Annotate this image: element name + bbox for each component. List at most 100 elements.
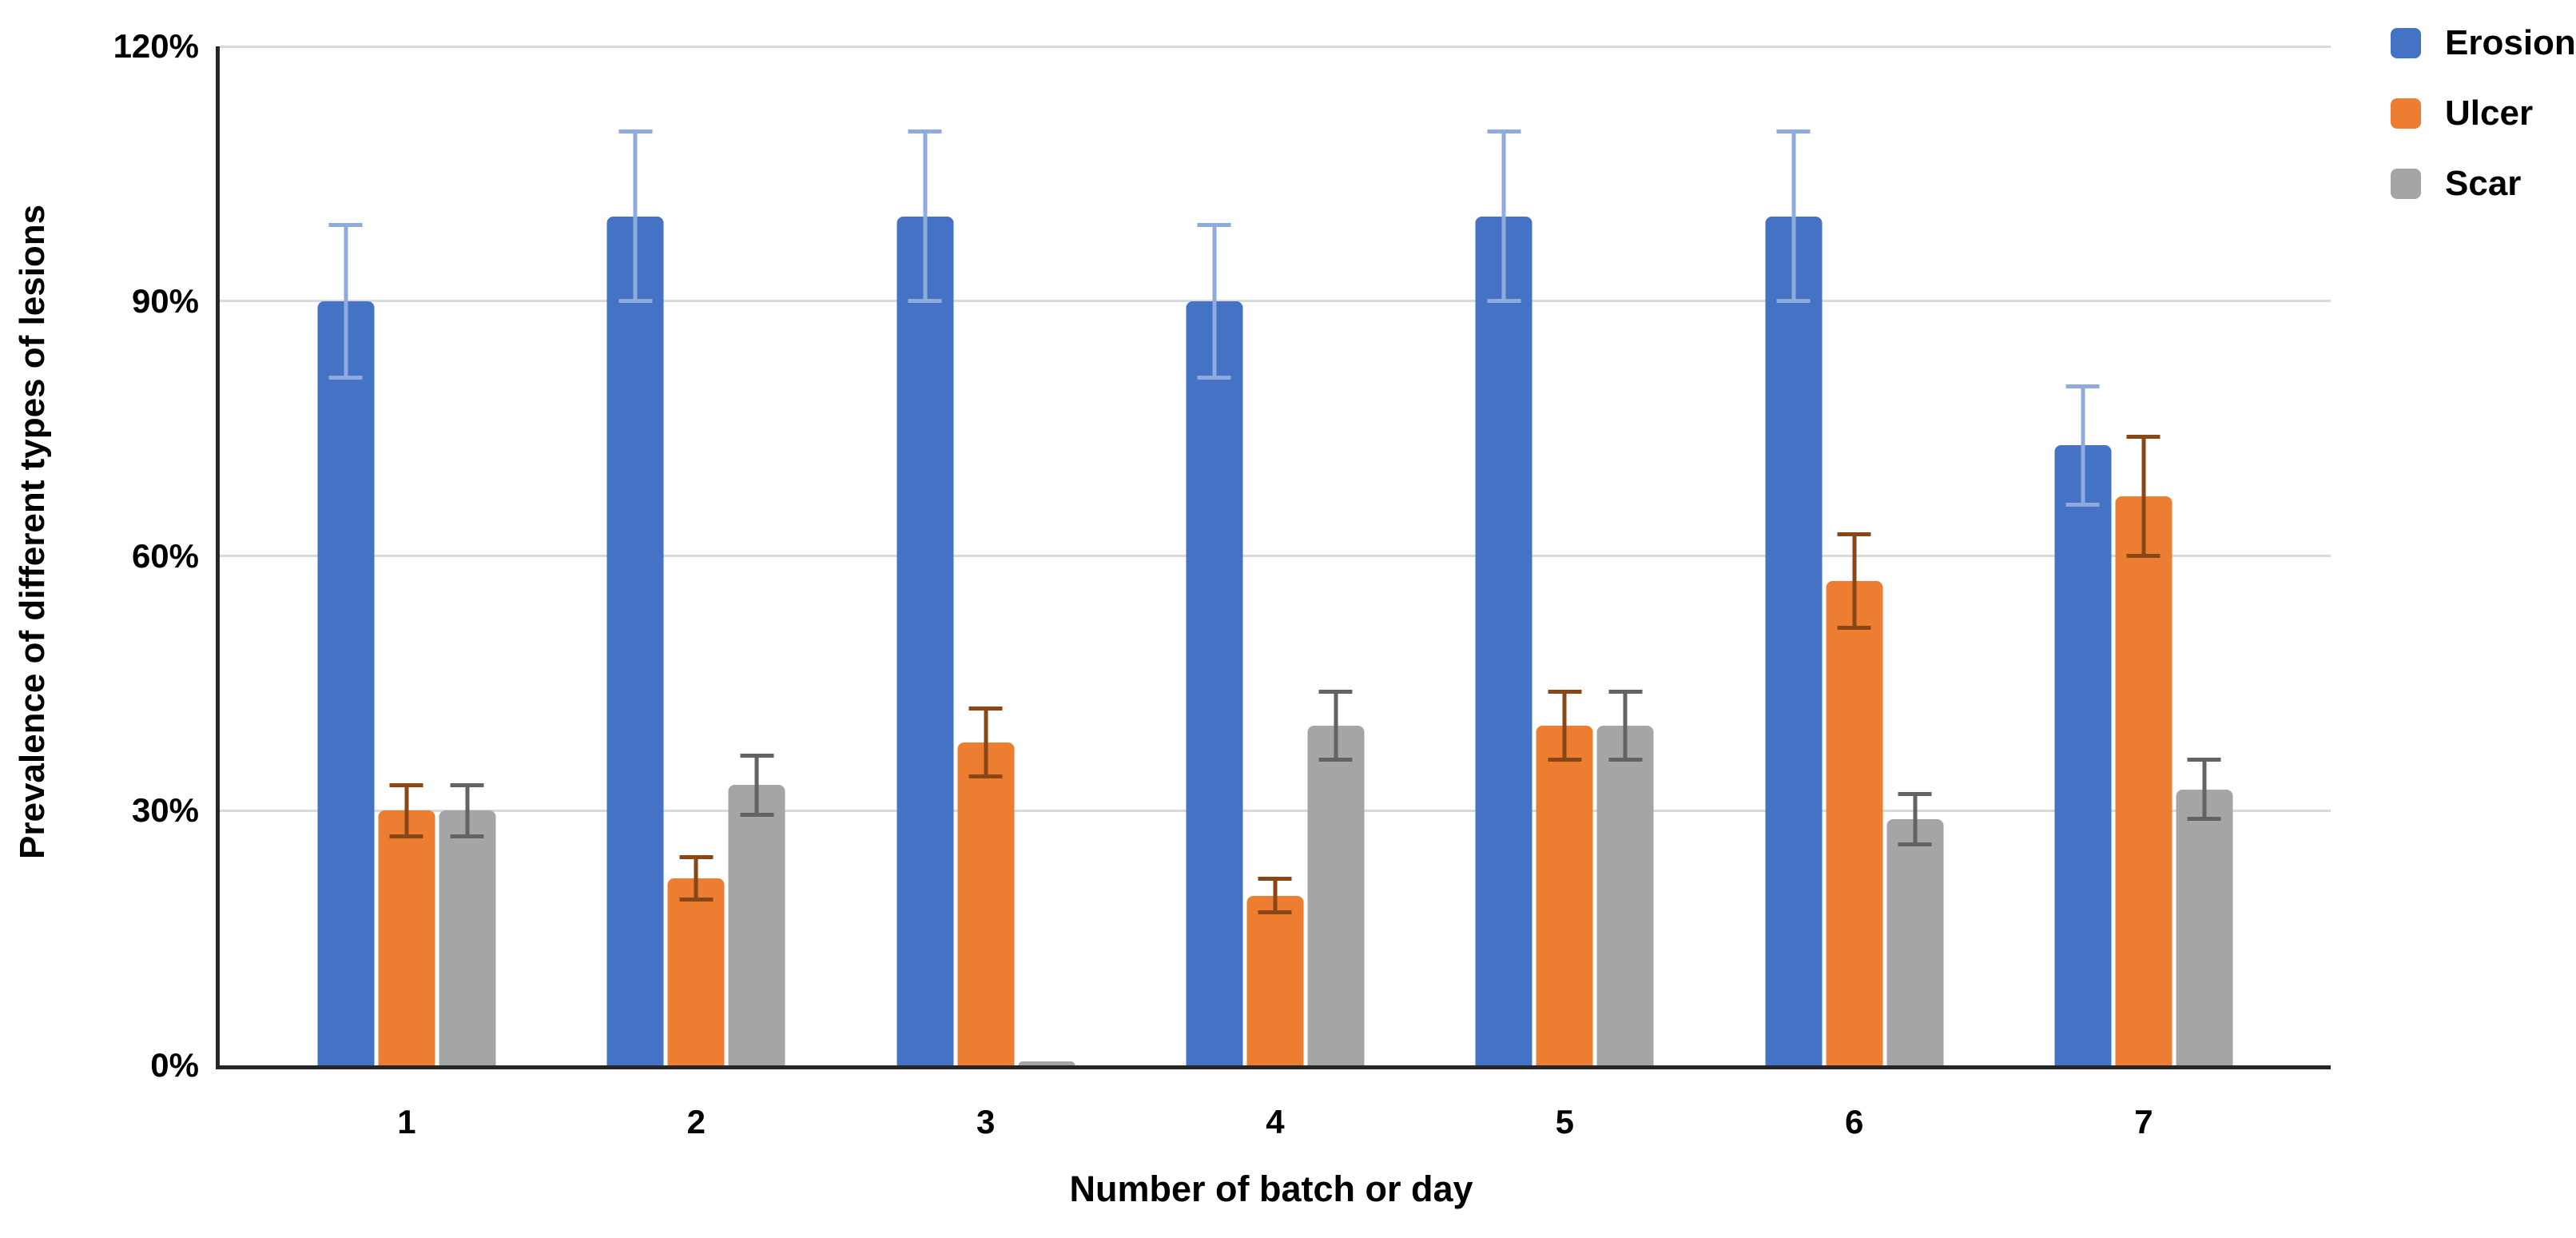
bar-column-scar-7 xyxy=(2176,46,2233,1065)
error-bar-ulcer-3 xyxy=(984,708,988,777)
error-cap-top-scar-6 xyxy=(1898,791,1932,796)
bar-column-scar-3 xyxy=(1018,46,1075,1065)
bar-column-scar-2 xyxy=(728,46,785,1065)
bar-ulcer-5 xyxy=(1536,726,1593,1065)
bar-column-ulcer-2 xyxy=(667,46,725,1065)
legend-label-erosion: Erosion xyxy=(2445,23,2576,62)
bar-cluster-5 xyxy=(1475,46,1654,1065)
bar-column-ulcer-4 xyxy=(1246,46,1304,1065)
error-bar-scar-2 xyxy=(754,755,759,815)
bar-erosion-3 xyxy=(896,216,954,1065)
bar-erosion-7 xyxy=(2054,445,2112,1065)
error-cap-bottom-ulcer-7 xyxy=(2126,554,2161,558)
error-cap-bottom-ulcer-3 xyxy=(968,774,1003,779)
error-cap-bottom-ulcer-4 xyxy=(1258,910,1292,915)
bar-group-1: 1 xyxy=(262,46,551,1139)
legend: Erosion Ulcer Scar xyxy=(2391,26,2576,201)
plot-area: 0% 30% 60% 90% 120% 1 2 3 4 5 6 7 xyxy=(113,30,2331,1139)
bar-column-erosion-3 xyxy=(896,46,954,1065)
error-cap-top-ulcer-2 xyxy=(679,855,714,860)
y-tick-label-0: 0% xyxy=(150,1046,199,1084)
legend-label-scar: Scar xyxy=(2445,164,2522,203)
bar-column-erosion-4 xyxy=(1186,46,1243,1065)
error-cap-top-scar-4 xyxy=(1318,690,1353,694)
error-cap-bottom-erosion-4 xyxy=(1197,375,1231,380)
y-tick-label-90: 90% xyxy=(131,281,199,320)
y-axis-title: Prevalence of different types of lesions xyxy=(13,204,52,859)
x-axis-title: Number of batch or day xyxy=(1069,1168,1473,1209)
error-cap-top-scar-5 xyxy=(1608,690,1643,694)
error-cap-top-scar-7 xyxy=(2187,758,2221,762)
bar-column-ulcer-6 xyxy=(1826,46,1883,1065)
error-cap-bottom-erosion-5 xyxy=(1487,299,1521,304)
bar-group-2: 2 xyxy=(551,46,841,1139)
error-bar-ulcer-1 xyxy=(404,785,409,837)
error-cap-bottom-scar-4 xyxy=(1318,758,1353,762)
bar-erosion-1 xyxy=(317,301,375,1065)
bar-column-erosion-6 xyxy=(1765,46,1823,1065)
bar-column-ulcer-7 xyxy=(2115,46,2173,1065)
error-cap-top-scar-2 xyxy=(740,753,774,758)
bar-column-ulcer-5 xyxy=(1536,46,1593,1065)
error-cap-bottom-erosion-6 xyxy=(1776,299,1811,304)
bar-ulcer-1 xyxy=(378,810,435,1065)
error-bar-scar-1 xyxy=(465,785,470,837)
bar-ulcer-3 xyxy=(957,742,1015,1065)
error-bar-scar-4 xyxy=(1334,691,1338,760)
error-cap-top-ulcer-1 xyxy=(389,782,423,787)
error-bar-ulcer-6 xyxy=(1852,534,1857,628)
error-bar-ulcer-2 xyxy=(694,857,698,900)
y-tick-label-30: 30% xyxy=(131,791,199,830)
x-tick-label-4: 4 xyxy=(1266,1103,1285,1140)
bar-scar-2 xyxy=(728,785,785,1065)
bar-cluster-6 xyxy=(1765,46,1944,1065)
error-bar-erosion-3 xyxy=(923,131,928,301)
error-cap-bottom-ulcer-6 xyxy=(1837,626,1871,631)
error-cap-bottom-scar-1 xyxy=(450,834,484,838)
error-cap-bottom-scar-2 xyxy=(740,813,774,818)
bar-column-erosion-7 xyxy=(2054,46,2112,1065)
bar-erosion-2 xyxy=(606,216,664,1065)
error-cap-bottom-ulcer-5 xyxy=(1548,758,1582,762)
legend-swatch-erosion xyxy=(2391,28,2421,58)
error-cap-top-ulcer-7 xyxy=(2126,435,2161,440)
error-cap-bottom-erosion-2 xyxy=(618,299,653,304)
error-cap-bottom-erosion-1 xyxy=(328,375,363,380)
bar-column-erosion-2 xyxy=(606,46,664,1065)
bar-erosion-4 xyxy=(1186,301,1243,1065)
bar-cluster-2 xyxy=(606,46,785,1065)
legend-item-ulcer: Ulcer xyxy=(2391,96,2576,131)
bar-column-scar-6 xyxy=(1886,46,1944,1065)
error-bar-ulcer-5 xyxy=(1562,691,1567,760)
error-cap-top-erosion-4 xyxy=(1197,222,1231,227)
error-cap-bottom-scar-6 xyxy=(1898,842,1932,847)
error-cap-bottom-scar-7 xyxy=(2187,817,2221,822)
bar-ulcer-6 xyxy=(1826,581,1883,1065)
bar-group-3: 3 xyxy=(841,46,1130,1139)
error-bar-erosion-4 xyxy=(1212,225,1217,378)
error-cap-top-erosion-1 xyxy=(328,222,363,227)
error-bar-erosion-6 xyxy=(1791,131,1796,301)
bar-ulcer-4 xyxy=(1246,895,1304,1065)
error-bar-erosion-7 xyxy=(2081,386,2085,505)
error-bar-ulcer-7 xyxy=(2141,436,2146,556)
error-cap-top-erosion-2 xyxy=(618,129,653,133)
error-bar-erosion-5 xyxy=(1501,131,1506,301)
x-tick-label-2: 2 xyxy=(686,1103,706,1140)
error-bar-scar-6 xyxy=(1913,794,1918,845)
legend-item-scar: Scar xyxy=(2391,166,2576,201)
bar-cluster-4 xyxy=(1186,46,1365,1065)
error-bar-ulcer-4 xyxy=(1273,878,1278,913)
bar-column-scar-4 xyxy=(1307,46,1365,1065)
bar-scar-4 xyxy=(1307,726,1365,1065)
legend-swatch-ulcer xyxy=(2391,98,2421,129)
bar-column-ulcer-3 xyxy=(957,46,1015,1065)
legend-item-erosion: Erosion xyxy=(2391,26,2576,61)
bar-cluster-1 xyxy=(317,46,496,1065)
error-cap-bottom-ulcer-2 xyxy=(679,898,714,902)
bar-group-5: 5 xyxy=(1420,46,1709,1139)
x-tick-label-6: 6 xyxy=(1844,1103,1864,1140)
error-cap-top-erosion-3 xyxy=(908,129,942,133)
bar-cluster-3 xyxy=(896,46,1075,1065)
error-cap-top-erosion-7 xyxy=(2065,384,2100,388)
